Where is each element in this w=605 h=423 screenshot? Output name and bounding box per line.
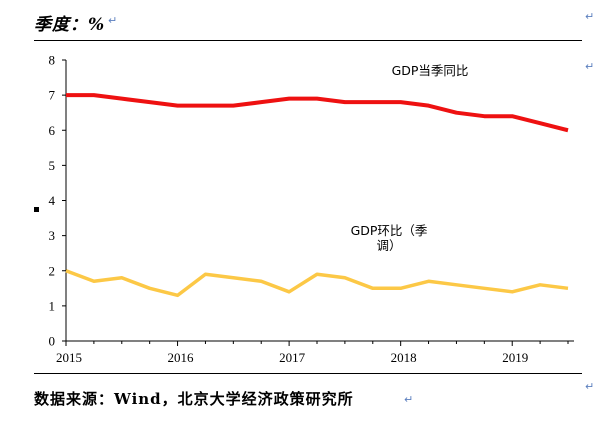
y-tick-label: 2 xyxy=(49,263,56,278)
y-axis: 0 1 2 3 4 5 6 7 8 xyxy=(49,53,67,349)
header-label: 季度： xyxy=(34,15,88,35)
annotation-layer: GDP当季同比 GDP环比（季调） xyxy=(351,63,469,253)
y-tick-label: 1 xyxy=(49,298,56,313)
annotation-line: GDP当季同比 xyxy=(392,63,469,78)
series-layer xyxy=(65,93,569,298)
top-divider xyxy=(34,40,582,41)
y-tick-label: 8 xyxy=(49,53,56,68)
bottom-divider xyxy=(34,373,582,374)
return-mark: ↵ xyxy=(585,60,595,73)
y-tick-label: 0 xyxy=(49,334,56,349)
annotation-line: 调） xyxy=(376,238,401,253)
chart-unit-header: 季度：% xyxy=(34,10,105,35)
y-tick-label: 5 xyxy=(49,158,56,173)
return-mark: ↵ xyxy=(108,14,118,27)
x-tick-label: 2018 xyxy=(391,350,417,365)
y-tick-label: 7 xyxy=(49,88,56,103)
data-source: 数据来源：Wind，北京大学经济政策研究所 xyxy=(34,390,354,408)
return-mark: ↵ xyxy=(585,380,595,393)
y-tick-label: 4 xyxy=(49,193,56,208)
x-axis: 2015 2016 2017 2018 2019 xyxy=(56,340,574,365)
x-tick-label: 2016 xyxy=(168,350,195,365)
gdp-yoy-line xyxy=(66,93,569,133)
bullet-marker xyxy=(34,207,39,212)
gdp-qoq-annotation: GDP环比（季调） xyxy=(351,223,428,253)
y-tick-label: 3 xyxy=(49,228,56,243)
return-mark: ↵ xyxy=(585,10,595,23)
header-unit: % xyxy=(88,15,106,35)
annotation-line: GDP环比（季 xyxy=(351,223,428,238)
x-tick-label: 2017 xyxy=(279,350,306,365)
gdp-yoy-annotation: GDP当季同比 xyxy=(392,63,469,78)
gdp-qoq-line xyxy=(65,269,569,298)
x-tick-label: 2015 xyxy=(56,350,82,365)
x-tick-label: 2019 xyxy=(502,350,528,365)
y-tick-label: 6 xyxy=(49,123,56,138)
return-mark: ↵ xyxy=(404,393,414,406)
